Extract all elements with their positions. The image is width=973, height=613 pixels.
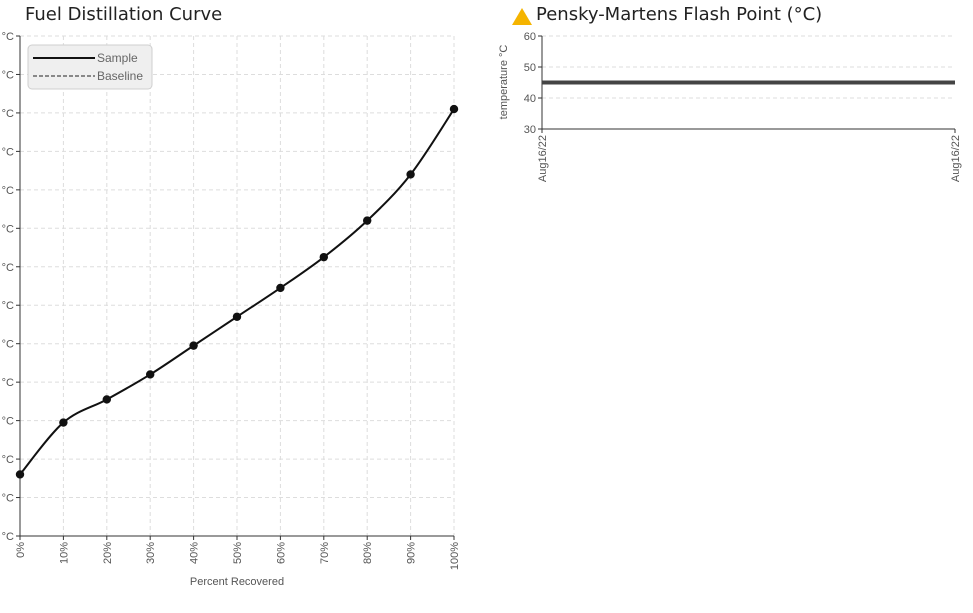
x-tick-label: 70% [319,542,331,564]
x-tick-label: 0% [15,542,27,558]
y2-tick-label: 40 [524,93,536,105]
sample-data-point [59,418,68,427]
y-tick-label: °C [2,454,14,466]
y-tick-label: °C [2,531,14,543]
x-tick-label: 60% [275,542,287,564]
legend-box [27,44,153,90]
sample-data-point [406,170,415,179]
x-tick-label: 10% [58,542,70,564]
y2-tick-label: 60 [524,31,536,43]
x-tick-label: 50% [232,542,244,564]
legend-baseline-label: Baseline [97,69,143,83]
y-tick-label: °C [2,416,14,428]
y-tick-label: °C [2,339,14,351]
y2-tick-label: 50 [524,62,536,74]
x-tick-label: 40% [189,542,201,564]
y-tick-label: °C [2,300,14,312]
x-tick-label: 30% [145,542,157,564]
x-tick-label: 100% [449,542,461,570]
flash-point-chart-title: Pensky-Martens Flash Point (°C) [536,4,823,25]
legend-sample-label: Sample [97,51,138,65]
y-tick-label: °C [2,185,14,197]
x-tick-label: 80% [362,542,374,564]
sample-data-point [449,104,459,114]
y-tick-label: °C [2,31,14,43]
sample-data-point [102,395,112,404]
sample-data-point [363,216,372,225]
y2-tick-label: 30 [524,124,536,136]
x2-tick-label: Aug16/22 [537,135,549,182]
y-tick-label: °C [2,223,14,235]
x-tick-label: 20% [102,542,114,564]
sample-data-point [276,283,285,293]
sample-data-point [232,312,242,321]
y2-axis-label: temperature °C [498,45,510,120]
x2-tick-label: Aug16/22 [950,135,962,182]
y-tick-label: °C [2,146,14,158]
sample-data-point [15,470,25,479]
y-tick-label: °C [2,262,14,274]
warning-triangle-icon [512,8,532,25]
sample-data-point [146,370,155,379]
x-axis-label: Percent Recovered [190,576,284,588]
x-tick-label: 90% [406,542,418,564]
y-tick-label: °C [2,493,14,505]
sample-data-point [319,252,328,262]
y-tick-label: °C [2,69,14,81]
sample-data-point [189,341,198,350]
y-tick-label: °C [2,377,14,389]
y-tick-label: °C [2,108,14,120]
distillation-chart-title: Fuel Distillation Curve [25,4,223,25]
